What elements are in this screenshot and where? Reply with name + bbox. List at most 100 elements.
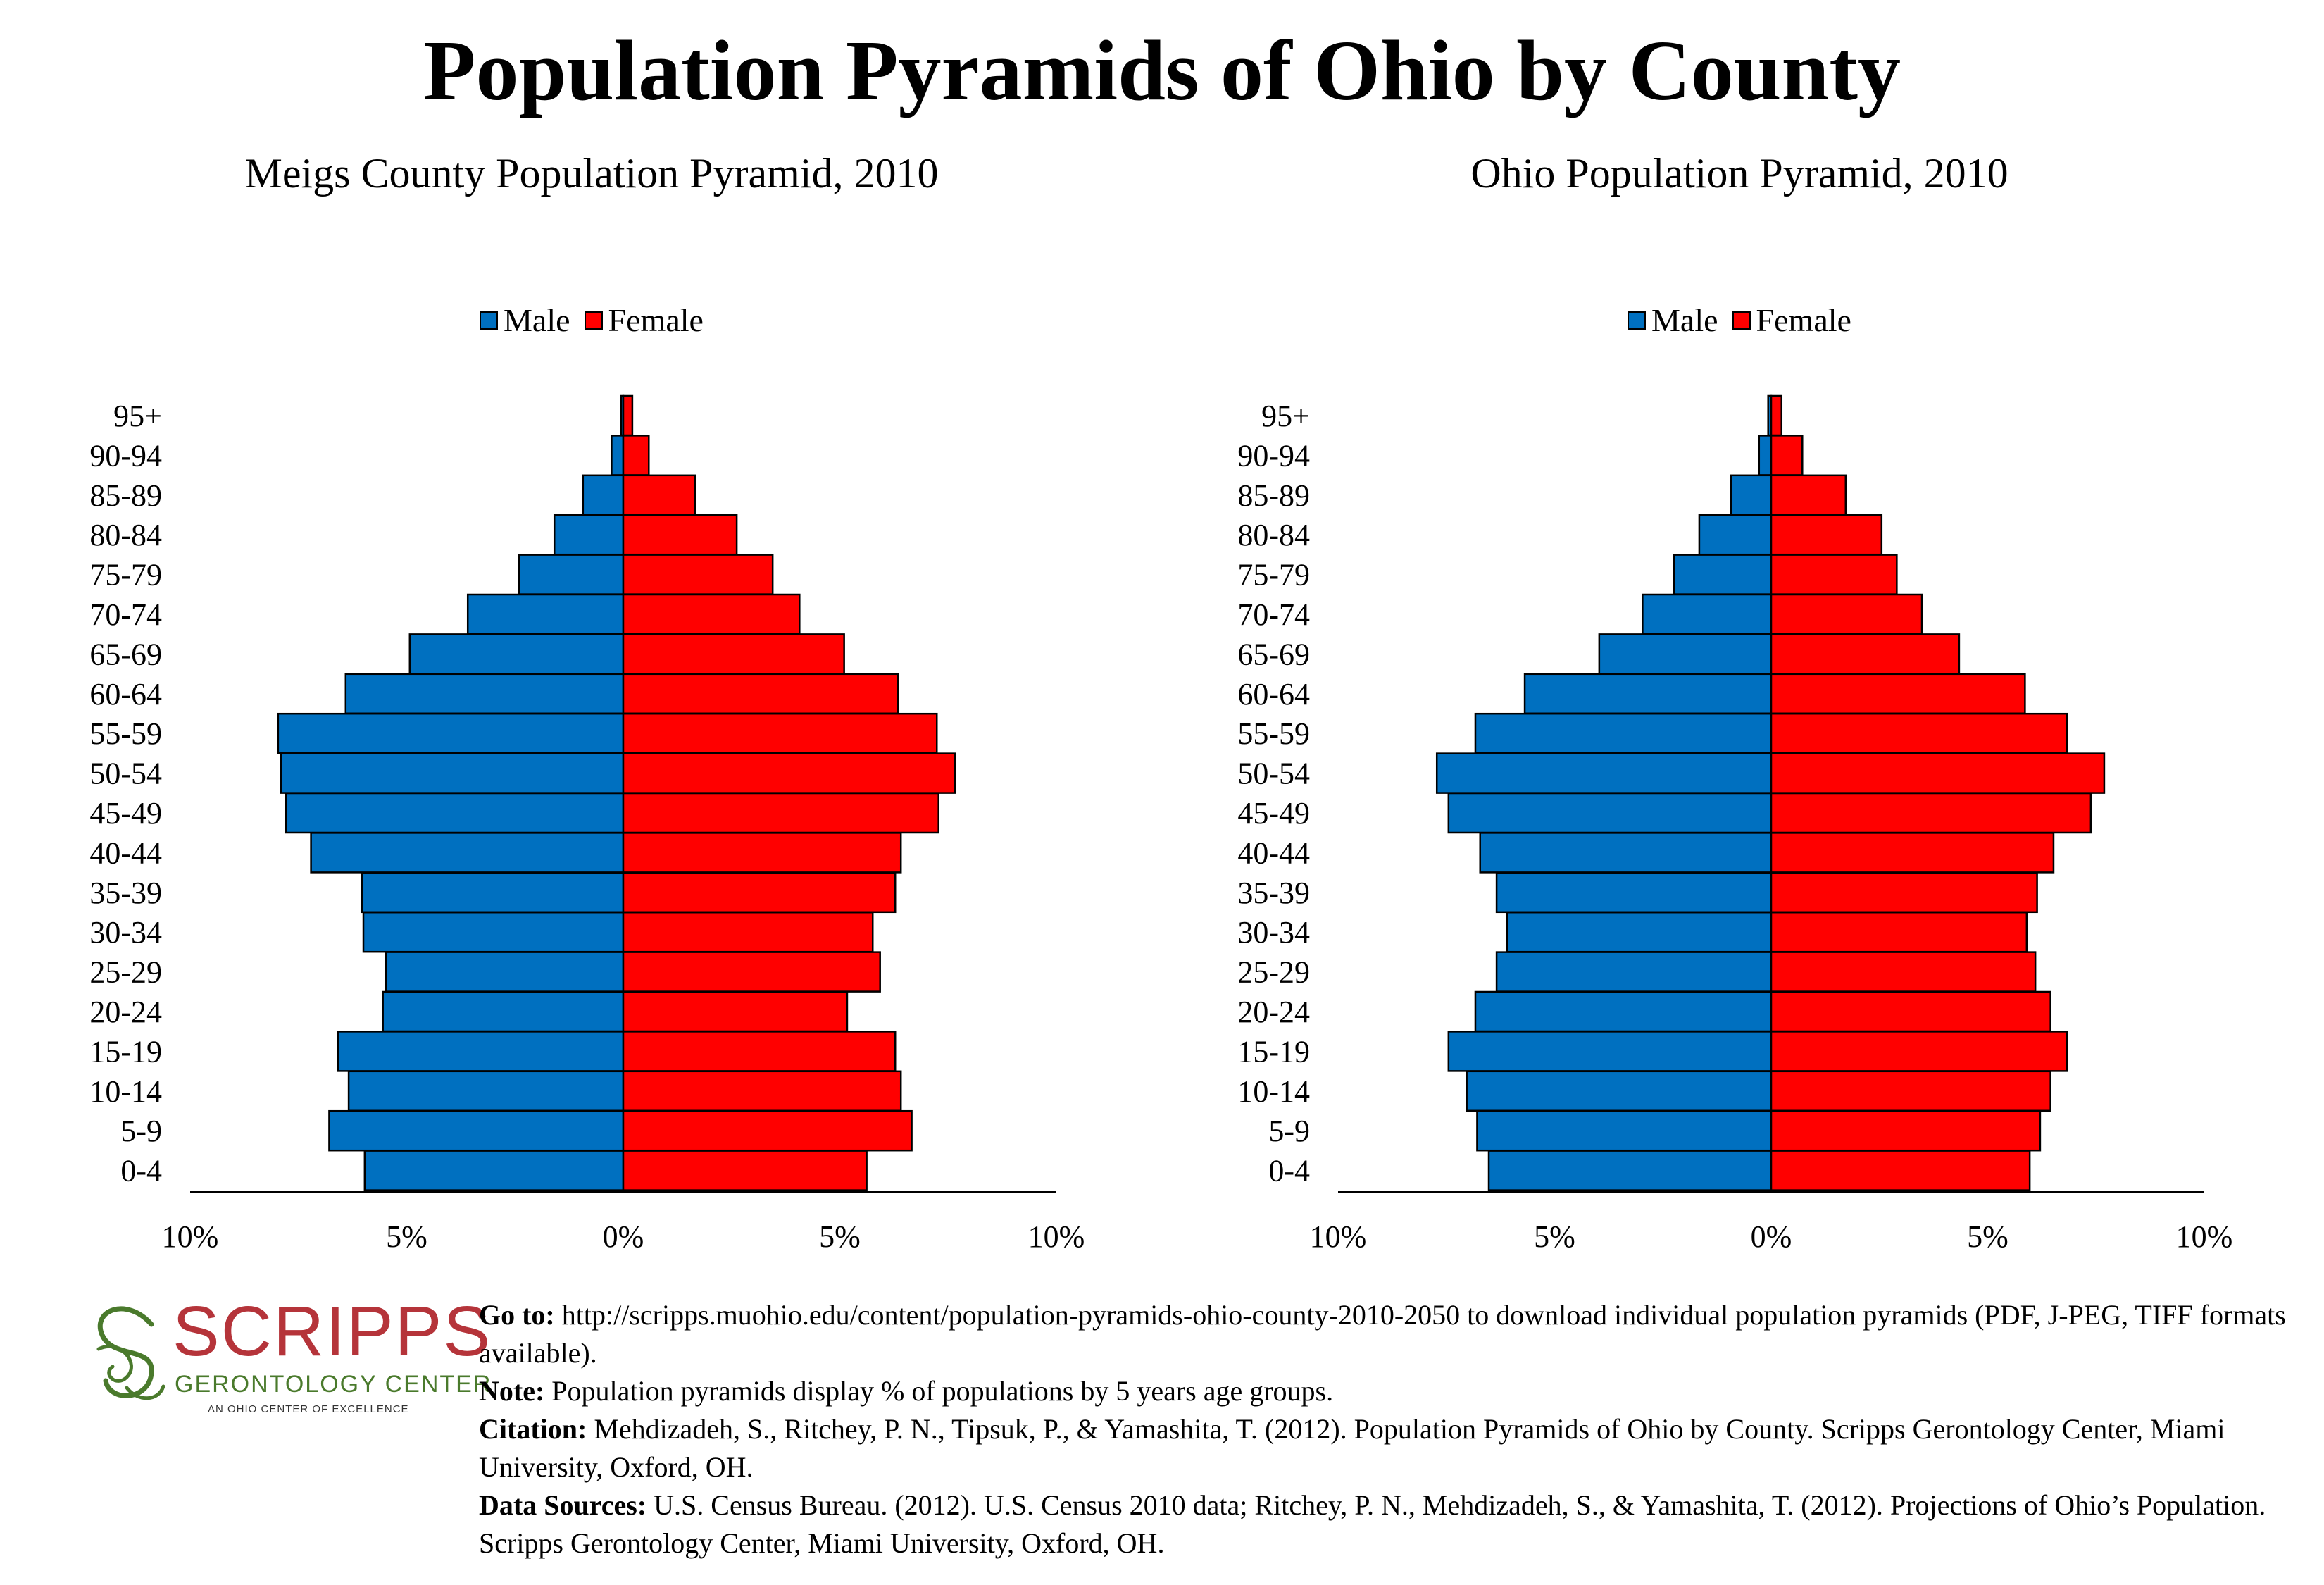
female-bar — [622, 832, 902, 874]
female-bar — [1770, 1031, 2068, 1072]
female-bar — [1770, 593, 1923, 635]
age-tick-label: 30-34 — [89, 915, 162, 950]
age-tick-label: 55-59 — [89, 716, 162, 751]
female-bar — [622, 1031, 897, 1072]
male-bar — [1758, 435, 1773, 476]
male-bar — [408, 633, 625, 675]
x-tick-label: 10% — [162, 1219, 219, 1254]
age-tick-label: 65-69 — [89, 637, 162, 671]
female-bar — [622, 911, 874, 953]
male-bar — [344, 673, 625, 715]
page-title: Population Pyramids of Ohio by County — [423, 23, 1901, 118]
male-bar — [1698, 514, 1773, 556]
age-tick-label: 95+ — [1261, 399, 1310, 433]
notes-block: Go to: http://scripps.muohio.edu/content… — [479, 1296, 2310, 1562]
age-tick-label: 95+ — [113, 399, 162, 433]
female-bar — [1770, 792, 2092, 834]
age-tick-label: 70-74 — [89, 597, 162, 632]
female-bar — [1770, 1110, 2042, 1152]
male-bar — [328, 1110, 625, 1152]
x-tick-label: 5% — [1967, 1219, 2008, 1254]
male-bar — [347, 1070, 625, 1112]
age-tick-label: 15-19 — [1237, 1034, 1310, 1069]
age-tick-label: 75-79 — [1237, 558, 1310, 592]
female-bar — [622, 1150, 868, 1191]
age-tick-label: 50-54 — [89, 757, 162, 791]
male-bar — [1435, 752, 1773, 794]
male-bar — [1466, 1070, 1773, 1112]
male-bar — [277, 712, 625, 754]
meigs-pyramid-chart: 95+ 90-94 85-89 80-84 75-79 70-74 65-69 60-64 55… — [89, 394, 1085, 1254]
age-tick-label: 5-9 — [1268, 1114, 1310, 1148]
goto-note: Go to: http://scripps.muohio.edu/content… — [479, 1296, 2310, 1372]
age-tick-label: 85-89 — [89, 478, 162, 513]
male-bar — [310, 832, 625, 874]
female-bar — [622, 673, 899, 715]
male-bar — [285, 792, 625, 834]
note-text: Population pyramids display % of populat… — [544, 1375, 1334, 1407]
footer: SCRIPPS GERONTOLOGY CENTER AN OHIO CENTE… — [0, 1268, 2324, 1585]
x-tick-label: 10% — [1310, 1219, 1367, 1254]
female-swatch — [584, 311, 603, 330]
age-tick-label: 75-79 — [89, 558, 162, 592]
age-tick-label: 0-4 — [1268, 1154, 1310, 1188]
male-swatch — [1628, 311, 1647, 330]
ohio-legend-male-label: Male — [1651, 302, 1718, 338]
male-bar — [518, 554, 625, 595]
female-bar — [622, 871, 897, 914]
male-bar — [1476, 1110, 1773, 1152]
age-tick-label: 85-89 — [1237, 478, 1310, 513]
citation-label: Citation: — [479, 1413, 587, 1445]
age-tick-label: 15-19 — [89, 1034, 162, 1069]
female-bar — [1770, 394, 1783, 437]
note-label: Note: — [479, 1375, 545, 1407]
meigs-legend: Male Female — [169, 302, 1014, 339]
female-swatch — [1732, 311, 1751, 330]
sources-label: Data Sources: — [479, 1489, 647, 1521]
male-bar — [1730, 474, 1773, 516]
female-bar — [622, 712, 938, 754]
female-bar — [1770, 752, 2106, 794]
age-tick-label: 25-29 — [1237, 955, 1310, 990]
scripps-logo: SCRIPPS GERONTOLOGY CENTER AN OHIO CENTE… — [85, 1296, 490, 1423]
female-bar — [1770, 514, 1883, 556]
male-swatch — [480, 311, 499, 330]
age-tick-label: 5-9 — [120, 1114, 162, 1148]
note-line: Note: Population pyramids display % of p… — [479, 1372, 2310, 1410]
age-tick-label: 35-39 — [89, 876, 162, 910]
ohio-legend-female-label: Female — [1756, 302, 1851, 338]
age-tick-label: 40-44 — [1237, 835, 1310, 870]
age-tick-label: 25-29 — [89, 955, 162, 990]
male-bar — [1642, 593, 1773, 635]
age-tick-label: 0-4 — [120, 1154, 162, 1188]
age-tick-label: 90-94 — [1237, 438, 1310, 473]
age-tick-label: 45-49 — [89, 796, 162, 831]
meigs-legend-male: Male — [480, 302, 570, 339]
age-tick-label: 45-49 — [1237, 796, 1310, 831]
female-bar — [622, 633, 845, 675]
male-bar — [362, 911, 625, 953]
age-tick-label: 70-74 — [1237, 597, 1310, 632]
goto-label: Go to: — [479, 1299, 555, 1331]
logo-tagline: AN OHIO CENTER OF EXCELLENCE — [208, 1403, 409, 1415]
meigs-legend-male-label: Male — [504, 302, 570, 338]
male-bar — [361, 871, 625, 914]
male-bar — [582, 474, 625, 516]
age-tick-label: 10-14 — [89, 1074, 162, 1109]
male-bar — [1495, 871, 1773, 914]
female-bar — [1770, 911, 2028, 953]
female-bar — [1770, 1150, 2031, 1191]
x-tick-label: 5% — [386, 1219, 427, 1254]
male-bar — [337, 1031, 625, 1072]
swirl-logo-icon — [96, 1306, 165, 1400]
female-bar — [622, 394, 634, 437]
ohio-legend-female: Female — [1732, 302, 1851, 339]
age-tick-label: 80-84 — [89, 518, 162, 552]
female-bar — [622, 752, 956, 794]
male-bar — [363, 1150, 625, 1191]
age-tick-label: 60-64 — [89, 677, 162, 711]
female-bar — [622, 593, 801, 635]
female-bar — [1770, 474, 1847, 516]
female-bar — [1770, 1070, 2051, 1112]
ohio-chart-title: Ohio Population Pyramid, 2010 — [1470, 150, 2008, 197]
